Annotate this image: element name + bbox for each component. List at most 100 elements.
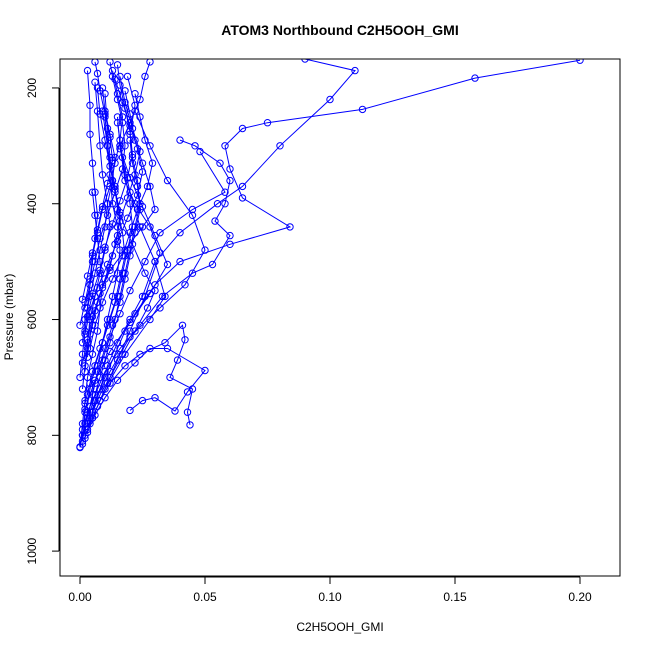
data-point [126,406,134,415]
data-point [91,211,99,220]
profile-line [82,87,116,343]
data-point [138,159,147,167]
data-point [146,289,154,298]
data-point [188,269,197,277]
data-point [113,376,122,384]
x-axis: 0.00 0.05 0.10 0.15 0.20 [68,576,592,604]
data-point [221,200,229,208]
data-point [103,142,112,150]
data-point [211,217,219,225]
data-point [183,388,192,396]
data-point [101,243,109,251]
data-point [103,260,112,269]
profile-series [76,188,107,451]
data-point [93,367,102,376]
data-point [163,260,172,269]
data-point [103,321,112,329]
data-point [81,330,89,338]
data-point [121,362,129,370]
profile-line [82,116,121,436]
data-point [143,304,152,312]
data-point [121,252,129,260]
data-point [121,350,129,358]
profile-line [84,79,144,335]
data-point [96,234,104,243]
data-point [146,315,154,324]
data-point [238,182,247,191]
data-point [96,142,104,150]
profile-series [78,113,124,439]
profile-series [81,145,172,413]
data-point [113,113,122,121]
data-point [116,310,124,318]
data-point [96,304,104,312]
data-point [181,336,189,344]
data-point [126,174,134,182]
data-point [178,321,187,329]
y-tick-label: 400 [25,193,39,213]
data-point [118,153,127,162]
data-point [83,373,92,382]
data-point [113,237,122,246]
y-tick-label: 200 [25,78,39,98]
y-tick-label: 1000 [25,537,39,564]
data-point [133,145,142,153]
profile-line [87,93,126,395]
x-axis-label: C2H5OOH_GMI [296,620,383,634]
data-point [131,229,139,237]
data-point [171,407,179,415]
data-point [146,182,154,191]
data-point [108,72,117,81]
data-point [151,257,159,266]
data-point [208,260,217,269]
plot-area [76,59,584,452]
data-point [86,101,94,110]
profile-line [89,93,154,349]
data-point [138,396,147,405]
profile-line [87,64,134,317]
data-point [126,136,134,144]
data-point [151,394,159,402]
data-point [88,391,97,399]
data-point [221,142,229,150]
data-point [108,200,117,208]
data-point [108,292,117,301]
data-point [146,59,154,66]
data-point [188,205,197,214]
data-point [141,257,149,266]
data-point [131,359,139,367]
data-point [106,367,114,376]
data-point [471,74,479,82]
x-tick-label: 0.15 [443,590,467,604]
data-point [121,98,129,107]
data-point [126,333,134,341]
data-point [118,350,127,358]
data-point [126,127,134,136]
data-point [101,385,109,393]
profile-series [91,107,209,405]
data-point [176,229,184,237]
data-point [161,292,169,301]
y-axis: 200 400 600 800 1000 [25,78,60,564]
data-point [188,211,197,220]
data-point [76,321,84,329]
data-point [286,223,294,231]
data-point [116,197,124,205]
data-point [358,105,367,114]
profile-line [84,148,169,410]
data-point [81,396,89,405]
data-point [101,367,109,376]
data-point [238,194,247,202]
data-point [108,156,117,165]
x-tick-label: 0.20 [568,590,592,604]
data-point [121,327,129,335]
data-point [113,119,122,127]
data-point [113,269,122,277]
data-point [86,130,94,139]
profile-line [84,116,134,404]
data-point [108,275,117,283]
x-tick-label: 0.10 [318,590,342,604]
data-point [136,113,144,121]
data-point [181,281,189,289]
